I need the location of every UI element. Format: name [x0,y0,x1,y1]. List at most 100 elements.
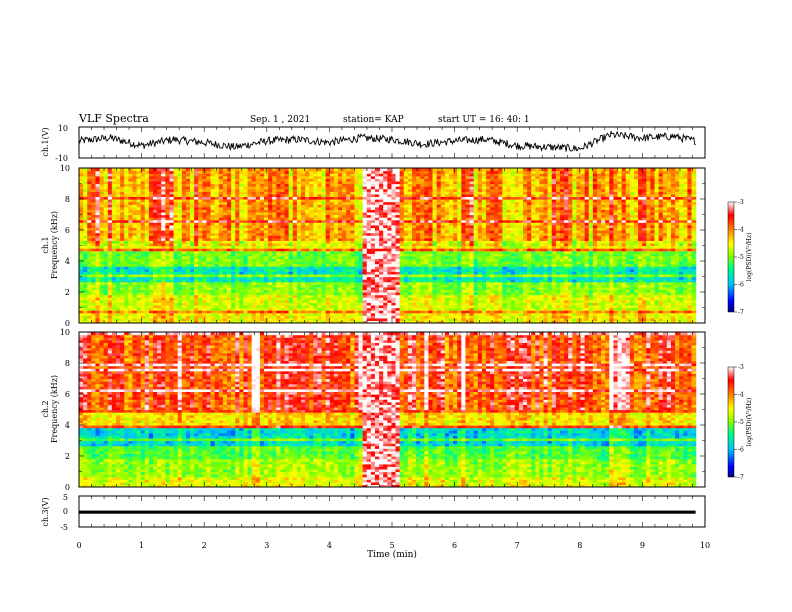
spectrogram-cell [379,284,384,288]
spectrogram-cell [691,315,697,319]
spectrogram-cell [140,284,146,288]
spectrogram-cell [107,310,113,314]
spectrogram-cell [535,281,540,285]
spectrogram-cell [444,266,450,270]
spectrogram-cell [399,248,405,252]
spectrogram-cell [185,284,191,288]
spectrogram-cell [485,320,491,323]
spectrogram-cell [395,279,401,283]
spectrogram-cell [588,242,594,247]
spectrogram-cell [391,312,397,316]
spectrogram-cell [317,273,323,278]
spectrogram-cell [391,268,397,272]
spectrogram-cell [185,286,191,291]
spectrogram-cell [222,315,228,319]
spectrogram-cell [235,273,240,278]
spectrogram-cell [638,255,643,260]
spectrogram-cell [231,237,236,241]
spectrogram-cell [157,263,162,267]
spectrogram-cell [498,242,503,247]
spectrogram-cell [601,302,606,306]
spectrogram-cell [613,279,619,283]
spectrogram-cell [235,245,240,249]
spectrogram-cell [325,317,331,322]
spectrogram-cell [354,263,360,267]
spectrogram-cell [568,317,573,322]
spectrogram-cell [555,263,561,267]
spectrogram-cell [477,307,483,311]
spectrogram-cell [87,312,92,316]
spectrogram-cell [572,317,577,322]
spectrogram-cell [514,253,520,257]
spectrogram-cell [288,245,294,249]
spectrogram-cell [617,289,623,293]
spectrogram-cell [448,261,454,265]
spectrogram-cell [481,240,487,244]
spectrogram-cell [181,248,187,252]
spectrogram-cell [157,250,162,254]
spectrogram-cell [547,320,553,323]
spectrogram-cell [239,242,245,247]
spectrogram-cell [601,294,606,298]
spectrogram-cell [670,294,676,298]
spectrogram-cell [498,281,503,285]
spectrogram-cell [453,286,458,291]
spectrogram-cell [592,297,598,301]
spectrogram-cell [79,294,84,298]
spectrogram-cell [194,242,199,247]
spectrogram-cell [564,266,569,270]
spectrogram-cell [276,281,282,285]
spectrogram-cell [559,261,565,265]
spectrogram-cell [498,320,503,323]
spectrogram-cell [407,284,413,288]
spectrogram-cell [165,317,171,322]
spectrogram-cell [440,279,446,283]
spectrogram-cell [420,276,425,280]
spectrogram-cell [366,245,372,249]
spectrogram-cell [477,312,483,316]
spectrogram-cell [321,307,327,311]
spectrogram-cell [383,276,388,280]
spectrogram-cell [601,253,606,257]
spectrogram-cell [87,310,92,314]
spectrogram-cell [568,279,573,283]
spectrogram-cell [83,253,88,257]
spectrogram-cell [580,253,586,257]
spectrogram-cell [547,279,553,283]
spectrogram-cell [457,242,462,247]
spectrogram-cell [440,263,446,267]
spectrogram-cell [420,273,425,278]
spectrogram-cell [683,273,688,278]
spectrogram-cell [469,258,475,262]
spectrogram-cell [448,255,454,260]
spectrogram-cell [116,281,121,285]
spectrogram-cell [683,240,688,244]
spectrogram-cell [87,294,92,298]
spectrogram-cell [572,310,577,314]
spectrogram-cell [428,281,434,285]
spectrogram-cell [243,317,249,322]
spectrogram-cell [473,320,479,323]
spectrogram-cell [99,297,105,301]
spectrogram-cell [387,261,393,265]
spectrogram-cell [510,307,516,311]
spectrogram-cell [444,253,450,257]
spectrogram-cell [440,253,446,257]
spectrogram-cell [527,242,532,247]
spectrogram-cell [473,302,479,306]
spectrogram-cell [206,297,212,301]
spectrogram-cell [411,292,417,296]
spectrogram-cell [296,304,302,309]
spectrogram-cell [642,317,647,322]
spectrogram-cell [259,302,265,306]
spectrogram-cell [83,240,88,244]
spectrogram-cell [272,304,277,309]
spectrogram-cell [268,279,273,283]
spectrogram-cell [136,271,142,275]
spectrogram-cell [194,237,199,241]
spectrogram-cell [214,271,220,275]
spectrogram-cell [128,304,134,309]
spectrogram-cell [568,289,573,293]
spectrogram-cell [79,273,84,278]
spectrogram-cell [658,292,664,296]
